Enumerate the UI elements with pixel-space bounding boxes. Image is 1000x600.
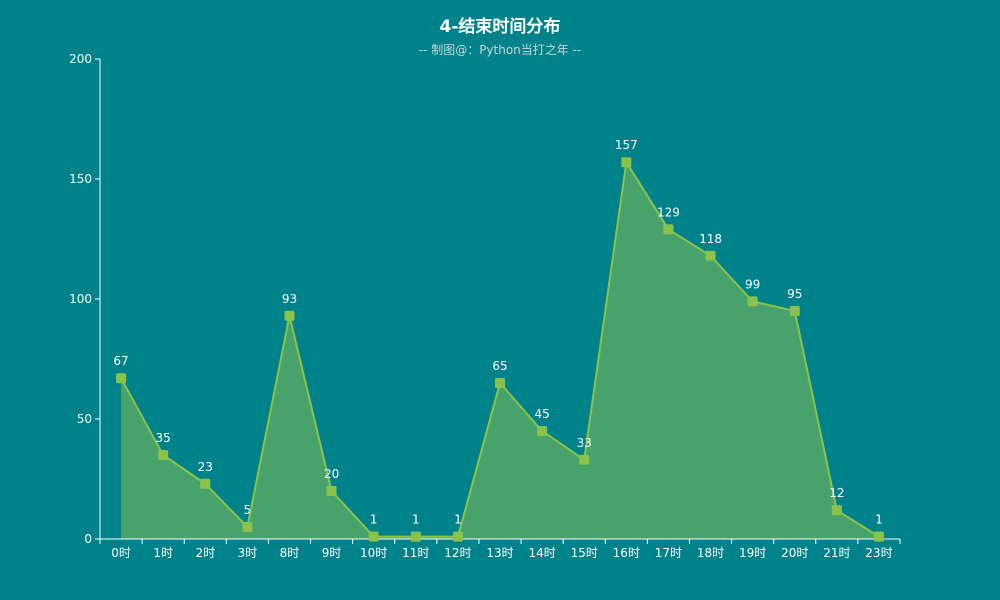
data-label: 93: [282, 292, 297, 306]
x-tick-label: 17时: [655, 546, 682, 560]
y-tick-label: 0: [84, 532, 92, 546]
x-tick-label: 18时: [697, 546, 724, 560]
data-markers: [116, 157, 884, 542]
chart-subtitle: -- 制图@：Python当打之年 --: [418, 43, 582, 57]
data-point[interactable]: [831, 505, 842, 516]
data-point[interactable]: [452, 531, 463, 542]
data-label: 45: [534, 407, 549, 421]
data-point[interactable]: [368, 531, 379, 542]
series-area: [121, 162, 879, 539]
x-tick-label: 10时: [360, 546, 387, 560]
data-point[interactable]: [747, 296, 758, 307]
data-point[interactable]: [789, 306, 800, 316]
x-tick-label: 23时: [865, 546, 892, 560]
x-tick-label: 16时: [613, 546, 640, 560]
data-point[interactable]: [242, 522, 253, 532]
data-point[interactable]: [410, 531, 421, 542]
data-label: 67: [113, 354, 128, 368]
x-tick-label: 13时: [486, 546, 513, 560]
data-label: 99: [745, 277, 760, 291]
data-label: 23: [198, 460, 213, 474]
data-label: 1: [875, 513, 883, 527]
data-labels: 67 35 23 5 93 20 1 1 1 65 45 33 157 129 118 99 95 12 1: [113, 138, 882, 526]
data-point[interactable]: [158, 450, 169, 460]
x-tick-label: 0时: [111, 546, 131, 560]
chart-title: 4-结束时间分布: [439, 17, 561, 37]
data-point[interactable]: [116, 373, 127, 384]
x-tick-label: 8时: [280, 546, 300, 560]
data-point[interactable]: [621, 157, 632, 168]
data-label: 95: [787, 287, 802, 301]
data-label: 157: [615, 138, 638, 152]
data-point[interactable]: [284, 310, 295, 321]
data-point[interactable]: [200, 478, 211, 489]
x-tick-label: 3时: [238, 546, 258, 560]
data-label: 1: [454, 513, 462, 527]
data-label: 12: [829, 486, 844, 500]
x-tick-label: 2时: [195, 546, 215, 560]
x-tick-label: 1时: [153, 546, 173, 560]
data-point[interactable]: [579, 454, 590, 465]
x-tick-label: 12时: [444, 546, 471, 560]
data-point[interactable]: [495, 378, 505, 388]
data-label: 35: [156, 431, 171, 445]
y-tick-label: 100: [69, 292, 92, 306]
data-point[interactable]: [873, 531, 884, 542]
data-label: 33: [577, 436, 592, 450]
x-tick-label: 20时: [781, 546, 808, 560]
data-point[interactable]: [663, 224, 674, 235]
x-tick-label: 11时: [402, 546, 429, 560]
x-tick-label: 14时: [528, 546, 555, 560]
data-label: 1: [370, 513, 378, 527]
data-label: 5: [244, 503, 252, 517]
y-tick-label: 200: [69, 52, 92, 66]
x-tick-label: 19时: [739, 546, 766, 560]
area-fill-layer: [121, 162, 879, 539]
data-point[interactable]: [326, 486, 337, 496]
data-label: 129: [657, 205, 680, 219]
y-tick-label: 50: [77, 412, 92, 426]
x-tick-label: 15时: [571, 546, 598, 560]
x-tick-label: 9时: [322, 546, 342, 560]
data-point[interactable]: [537, 426, 548, 436]
x-tick-label: 21时: [823, 546, 850, 560]
data-label: 20: [324, 467, 339, 481]
data-label: 65: [492, 359, 507, 373]
data-label: 118: [699, 232, 722, 246]
data-label: 1: [412, 513, 420, 527]
axes: 0 50 100 150 200 0时 1时 2时 3时 8时 9时 10时 11时 12时 13时 14时 1…: [69, 52, 901, 560]
y-tick-label: 150: [69, 172, 92, 186]
data-point[interactable]: [705, 250, 716, 261]
